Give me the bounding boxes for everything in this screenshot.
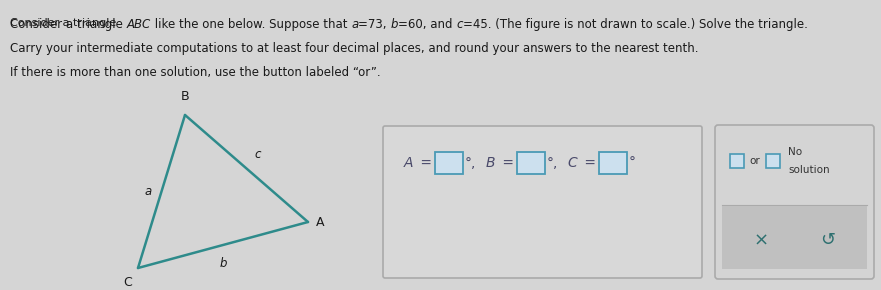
- Text: $B$: $B$: [485, 156, 496, 170]
- Text: =45. (The figure is not drawn to scale.) Solve the triangle.: =45. (The figure is not drawn to scale.)…: [463, 18, 808, 31]
- Text: °: °: [629, 156, 636, 170]
- FancyBboxPatch shape: [517, 152, 545, 174]
- Text: solution: solution: [788, 166, 830, 175]
- FancyBboxPatch shape: [715, 125, 874, 279]
- Text: No: No: [788, 148, 802, 157]
- FancyBboxPatch shape: [435, 152, 463, 174]
- Text: ↺: ↺: [820, 231, 836, 249]
- Text: =73,: =73,: [359, 18, 390, 31]
- Text: Consider a triangle: Consider a triangle: [10, 18, 120, 28]
- Text: If there is more than one solution, use the button labeled “or”.: If there is more than one solution, use …: [10, 66, 381, 79]
- Text: c: c: [456, 18, 463, 31]
- Text: °,: °,: [547, 156, 559, 170]
- Text: b: b: [219, 257, 226, 270]
- Text: $A$: $A$: [403, 156, 414, 170]
- Text: =: =: [580, 156, 596, 170]
- Text: B: B: [181, 90, 189, 103]
- Text: ABC: ABC: [127, 18, 151, 31]
- FancyBboxPatch shape: [599, 152, 627, 174]
- Text: $C$: $C$: [567, 156, 579, 170]
- Text: C: C: [123, 276, 132, 289]
- Text: ×: ×: [753, 231, 768, 249]
- Text: c: c: [255, 148, 261, 160]
- Text: Consider a triangle: Consider a triangle: [10, 18, 127, 31]
- Text: like the one below. Suppose that: like the one below. Suppose that: [151, 18, 352, 31]
- Text: =: =: [416, 156, 432, 170]
- FancyBboxPatch shape: [766, 155, 780, 168]
- Text: A: A: [316, 215, 324, 229]
- Text: Carry your intermediate computations to at least four decimal places, and round : Carry your intermediate computations to …: [10, 42, 699, 55]
- FancyBboxPatch shape: [722, 206, 867, 269]
- Text: b: b: [390, 18, 398, 31]
- Text: or: or: [749, 157, 759, 166]
- Text: =: =: [498, 156, 514, 170]
- FancyBboxPatch shape: [383, 126, 702, 278]
- Text: °,: °,: [465, 156, 477, 170]
- Text: a: a: [144, 185, 152, 198]
- Text: a: a: [352, 18, 359, 31]
- FancyBboxPatch shape: [730, 155, 744, 168]
- Text: =60, and: =60, and: [398, 18, 456, 31]
